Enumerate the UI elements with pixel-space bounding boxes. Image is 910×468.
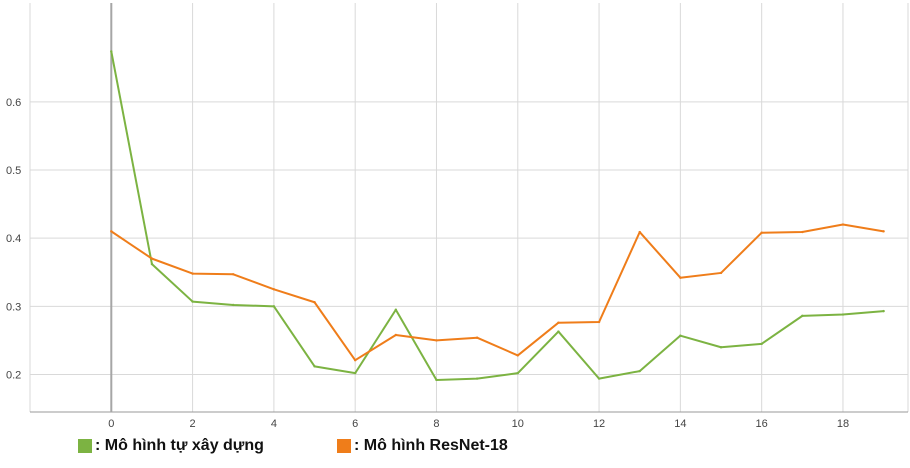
data-point-1: [475, 336, 479, 339]
data-point-1: [557, 321, 560, 324]
legend-swatch-custom-model: [78, 439, 92, 453]
data-point-1: [232, 273, 235, 276]
vertical-gridlines: [29, 3, 909, 412]
x-tick-labels: 0 2 4 6 8 10 12 14 16 18: [108, 418, 849, 430]
y-tick-label: 0.2: [6, 370, 21, 382]
legend-label-resnet18: : Mô hình ResNet-18: [354, 437, 508, 454]
data-point-1: [191, 272, 194, 275]
data-point-1: [638, 230, 641, 234]
legend-swatch-resnet18: [337, 439, 351, 453]
data-point-0: [232, 303, 235, 307]
data-point-0: [313, 365, 316, 368]
y-tick-label: 0.3: [6, 301, 21, 313]
data-point-0: [882, 309, 885, 313]
x-tick-label: 12: [593, 418, 605, 430]
legend-label-custom-model: : Mô hình tự xây dựng: [95, 437, 264, 454]
legend-item-custom-model[interactable]: : Mô hình tự xây dựng: [78, 437, 264, 455]
series-line-0: [110, 51, 884, 381]
data-point-1: [719, 271, 723, 275]
data-point-1: [801, 230, 804, 234]
x-tick-label: 0: [108, 418, 114, 430]
data-point-0: [638, 369, 641, 373]
x-tick-label: 2: [190, 418, 196, 430]
data-point-0: [557, 330, 560, 333]
data-point-0: [841, 313, 845, 316]
data-point-0: [435, 378, 438, 382]
series-line-1: [110, 223, 884, 362]
data-point-1: [882, 230, 885, 233]
data-point-0: [191, 300, 194, 303]
series-lines: [110, 50, 885, 382]
x-tick-label: 4: [271, 418, 277, 430]
data-point-1: [394, 333, 398, 337]
data-point-0: [353, 371, 357, 375]
data-point-1: [353, 358, 357, 362]
data-point-1: [679, 276, 682, 279]
y-tick-label: 0.4: [6, 233, 21, 245]
data-point-0: [110, 50, 113, 53]
x-tick-label: 8: [433, 418, 439, 430]
data-point-1: [516, 354, 519, 357]
y-tick-label: 0.6: [6, 97, 21, 109]
y-tick-labels: 0.2 0.3 0.4 0.5 0.6: [6, 97, 21, 382]
data-point-1: [841, 223, 845, 226]
data-point-1: [313, 301, 316, 304]
x-tick-label: 16: [756, 418, 768, 430]
x-tick-label: 14: [674, 418, 686, 430]
data-point-1: [435, 339, 438, 342]
data-point-1: [272, 288, 276, 291]
data-point-0: [516, 371, 519, 375]
data-point-0: [679, 334, 682, 337]
axes: [30, 3, 908, 413]
data-point-0: [760, 342, 763, 346]
x-tick-label: 18: [837, 418, 849, 430]
data-point-0: [150, 262, 154, 266]
legend: : Mô hình tự xây dựng : Mô hình ResNet-1…: [0, 437, 910, 463]
data-point-0: [475, 377, 479, 380]
data-point-0: [394, 308, 398, 311]
data-point-0: [801, 314, 804, 318]
horizontal-gridlines: [30, 101, 908, 376]
data-point-1: [760, 231, 763, 234]
x-tick-label: 10: [512, 418, 524, 430]
data-point-1: [110, 230, 113, 233]
data-point-0: [597, 377, 601, 380]
legend-item-resnet18[interactable]: : Mô hình ResNet-18: [337, 437, 508, 455]
data-point-1: [597, 320, 601, 324]
data-point-0: [719, 346, 723, 349]
y-tick-label: 0.5: [6, 165, 21, 177]
x-tick-label: 6: [352, 418, 358, 430]
data-point-1: [150, 257, 154, 260]
data-point-0: [272, 305, 276, 308]
